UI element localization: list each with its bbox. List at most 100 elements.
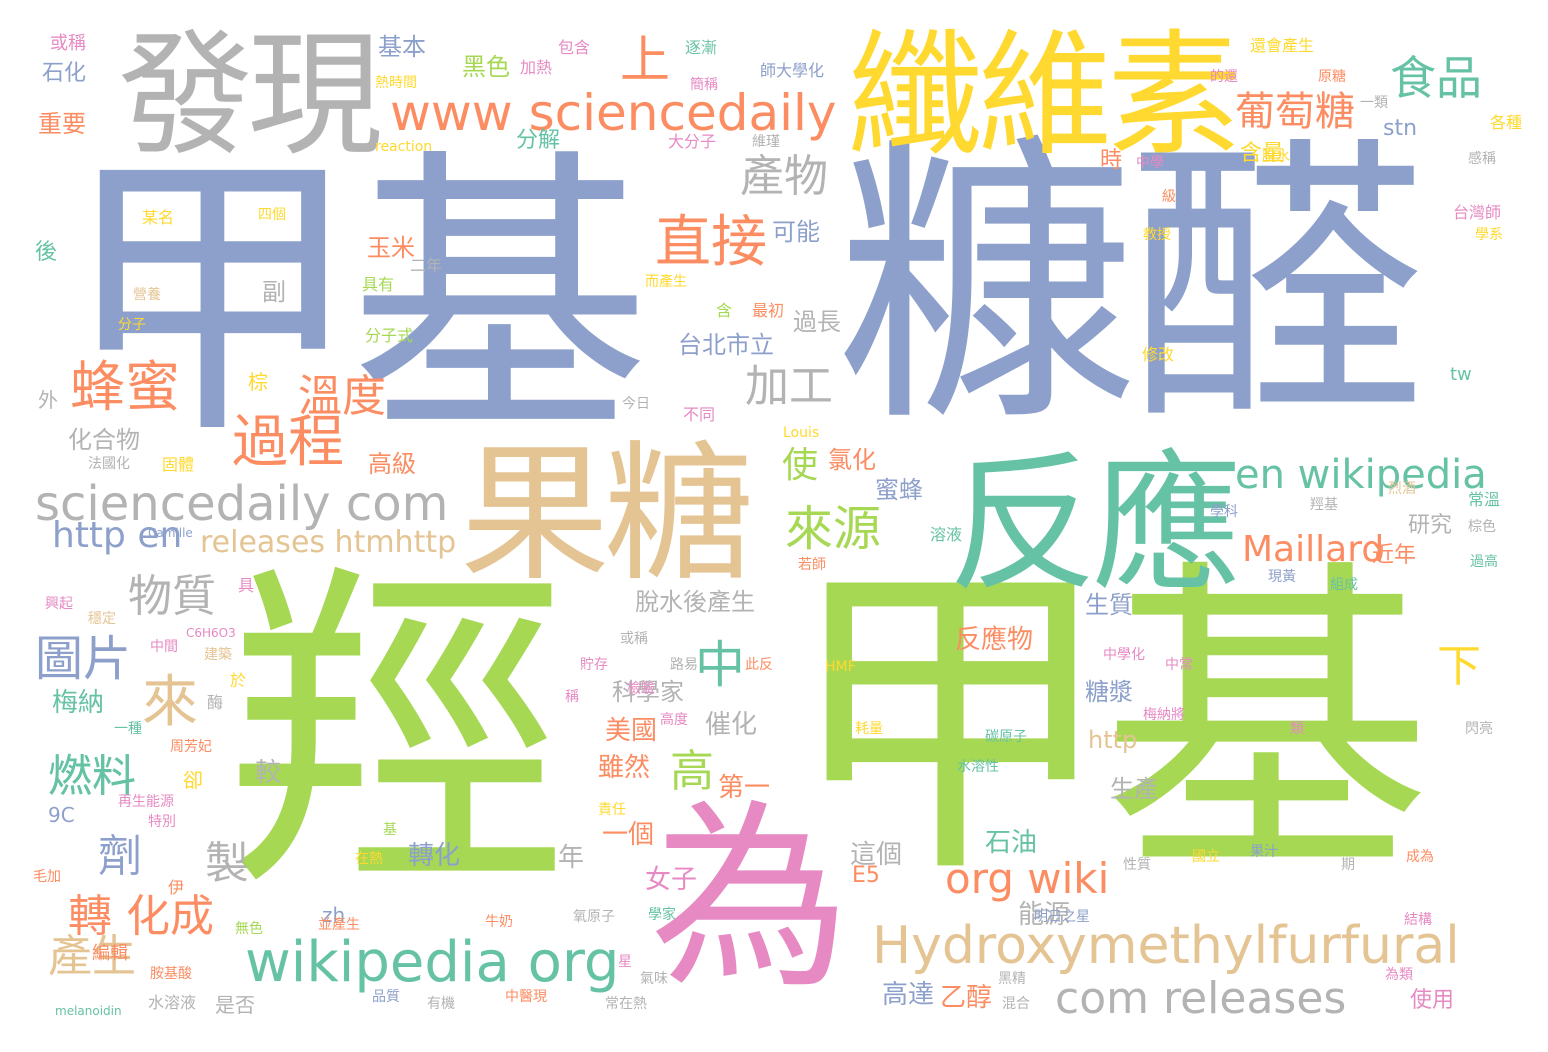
cloud-word: C6H6O3 [186, 626, 236, 640]
cloud-word: 生產 [1110, 775, 1158, 803]
cloud-word: 維瑾 [752, 134, 780, 150]
cloud-word: 一類 [1360, 95, 1388, 111]
cloud-word: 化合物 [68, 426, 140, 454]
cloud-word: 某名 [142, 208, 175, 227]
cloud-word: 分子 [118, 317, 146, 333]
cloud-word: 反應 [948, 438, 1242, 612]
cloud-word: 此反 [745, 657, 773, 673]
cloud-word: 檢驗 [627, 681, 655, 697]
cloud-word: 外 [38, 388, 58, 412]
cloud-word: 稱 [565, 689, 579, 705]
cloud-word: 四個 [258, 207, 286, 223]
cloud-word: HMF [825, 659, 856, 675]
cloud-word: 時 [1100, 148, 1123, 173]
cloud-word: 修改 [1142, 345, 1175, 364]
cloud-word: 近年 [1372, 543, 1417, 568]
cloud-word: 若師 [798, 557, 826, 573]
cloud-word: 糖漿 [1085, 678, 1133, 706]
cloud-word: 國立 [1192, 849, 1220, 865]
cloud-word: 品質 [372, 989, 400, 1005]
cloud-word: 女子 [645, 865, 698, 895]
cloud-word: Louis [783, 425, 820, 441]
cloud-word: 果糖 [460, 428, 754, 602]
cloud-word: 脫水後產生 [635, 588, 755, 616]
cloud-word: 原糖 [1318, 69, 1346, 85]
cloud-word: 過高 [1470, 554, 1498, 570]
cloud-word: 高級 [368, 450, 416, 478]
cloud-word: reaction [375, 139, 433, 155]
cloud-word: 級 [1162, 189, 1176, 205]
cloud-word: 結構 [1404, 912, 1432, 928]
cloud-word: 棕色 [1468, 519, 1496, 535]
cloud-word: 水溶性 [957, 759, 999, 775]
cloud-word: 使 [782, 445, 819, 486]
cloud-word: 劑 [98, 831, 142, 882]
cloud-word: Maillard [1242, 529, 1385, 570]
cloud-word: 高度 [660, 712, 688, 728]
cloud-word: 熱時間 [375, 75, 417, 91]
cloud-word: 糠醛 [838, 113, 1426, 462]
cloud-word: 分子式 [365, 326, 414, 345]
cloud-word: 碳原子 [985, 729, 1027, 745]
cloud-word: 水溶液 [148, 993, 197, 1012]
cloud-word: 發現 [118, 17, 383, 174]
cloud-word: 直接 [655, 210, 767, 275]
cloud-word: 為類 [1385, 967, 1413, 983]
cloud-word: 科學家 [612, 678, 684, 706]
cloud-word: 產生 [48, 931, 136, 982]
cloud-word: 組成 [1330, 577, 1358, 593]
cloud-word: 上 [620, 31, 670, 89]
cloud-word: 基 [383, 822, 397, 838]
cloud-word: 混合 [1002, 996, 1030, 1012]
cloud-word: sciencedaily com [35, 476, 449, 532]
cloud-word: 毛加 [33, 869, 61, 885]
cloud-word: 乙醇 [940, 983, 993, 1013]
cloud-word: 中常 [1165, 657, 1193, 673]
cloud-word: 能源 [1018, 900, 1071, 930]
cloud-word: 責任 [598, 802, 626, 818]
cloud-word: 興起 [45, 596, 73, 612]
cloud-word: 牛奶 [485, 914, 513, 930]
cloud-word: 還會產生 [1250, 36, 1315, 55]
cloud-word: 各種 [1490, 113, 1523, 132]
cloud-word: 加工 [745, 361, 833, 412]
cloud-word: 黑精 [998, 971, 1026, 987]
cloud-word: 含量 [1240, 141, 1285, 166]
cloud-word: 成為 [1406, 849, 1434, 865]
cloud-word: 石油 [985, 828, 1038, 858]
cloud-word: 再生能源 [118, 794, 174, 810]
cloud-word: 一個 [602, 820, 655, 850]
cloud-word: 營養 [133, 287, 161, 303]
cloud-word: 簡稱 [690, 77, 718, 93]
cloud-word: 固體 [162, 455, 195, 474]
cloud-word: 含 [716, 301, 733, 320]
cloud-word: 具 [238, 576, 255, 595]
cloud-word: 製 [205, 838, 249, 889]
cloud-word: 穩定 [88, 611, 116, 627]
cloud-word: 來 [142, 670, 198, 735]
cloud-word: 較 [255, 758, 282, 788]
cloud-word: melanoidin [55, 1004, 122, 1018]
cloud-word: 中 [695, 636, 745, 694]
cloud-word: 研究 [1408, 513, 1453, 538]
cloud-word: zh [322, 903, 346, 927]
cloud-word: 台灣師 [1453, 203, 1502, 222]
cloud-word: 而產生 [645, 274, 687, 290]
cloud-word: 貯存 [580, 657, 608, 673]
cloud-word: 下 [1437, 641, 1481, 692]
cloud-word: 高達 [882, 980, 935, 1010]
cloud-word: 加熱 [520, 58, 553, 77]
cloud-word: 卻 [183, 768, 203, 792]
cloud-word: 副 [262, 278, 286, 306]
cloud-word: 師大學化 [760, 61, 825, 80]
cloud-word: 感稱 [1468, 151, 1496, 167]
cloud-word: 中學化 [1103, 647, 1145, 663]
cloud-word: 雖然 [598, 753, 651, 783]
cloud-word: 果汁 [1250, 844, 1278, 860]
cloud-word: 不同 [683, 405, 716, 424]
cloud-word: 這個 [850, 840, 903, 870]
cloud-word: 學科 [1210, 504, 1238, 520]
cloud-word: E5 [852, 863, 880, 888]
cloud-word: 蜂蜜 [70, 355, 181, 419]
cloud-word: 來源 [785, 501, 882, 557]
